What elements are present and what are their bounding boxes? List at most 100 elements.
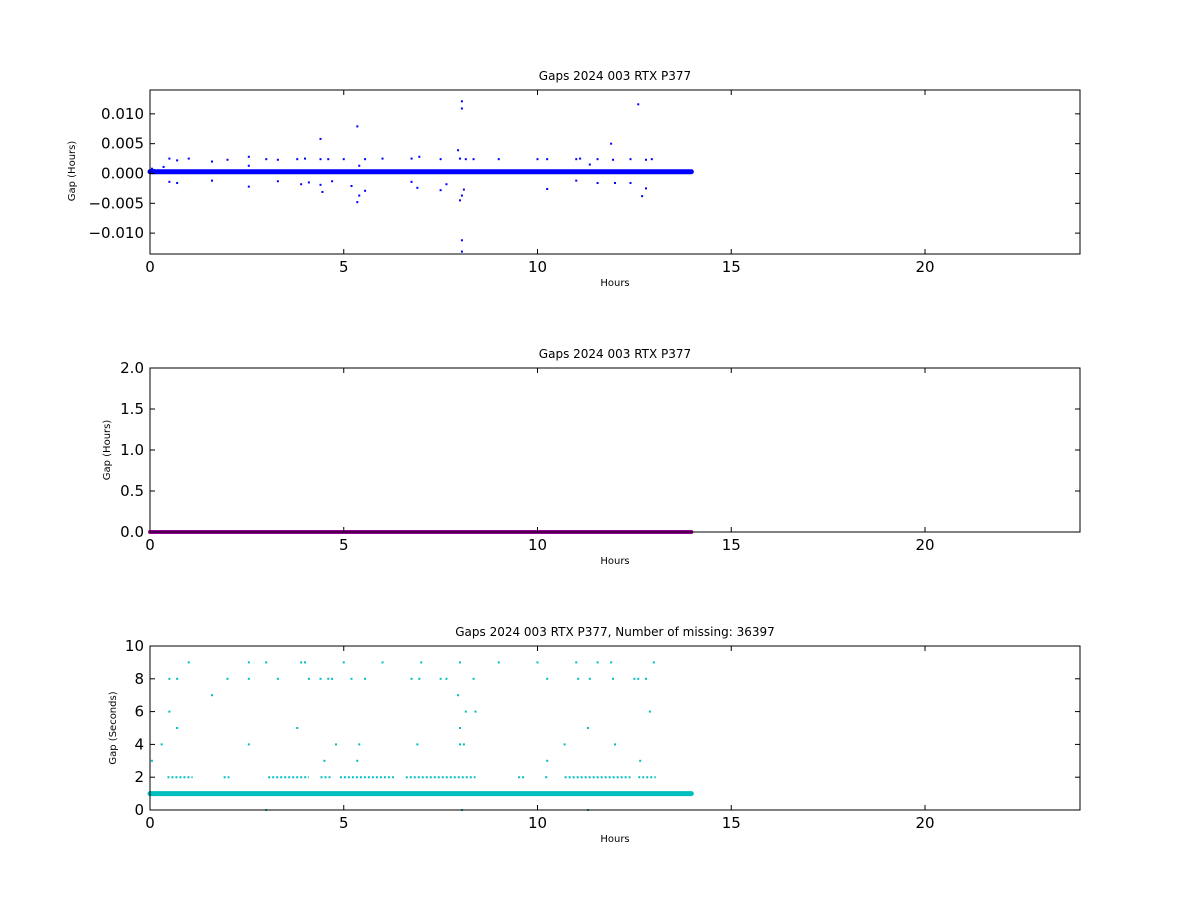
subplot-3-data-point — [304, 661, 306, 664]
subplot-3-xtick-label: 0 — [145, 814, 155, 832]
subplot-1-data-point — [176, 159, 179, 162]
subplot-3-data-point — [610, 661, 613, 664]
subplot-3-data-point — [546, 759, 549, 762]
subplot-3-data-point — [168, 710, 171, 713]
subplot-3-data-point — [211, 694, 213, 697]
subplot-1-data-point — [629, 182, 632, 185]
subplot-1-data-point — [276, 158, 279, 161]
subplot-3-data-point — [247, 743, 250, 746]
subplot-3-ylabel: Gap (Seconds) — [108, 691, 119, 764]
subplot-1-data-point — [650, 158, 653, 161]
subplot-1-data-point — [614, 182, 616, 185]
subplot-1-data-point — [410, 157, 413, 160]
subplot-3-plot-area: 0 5 10 15 20 0 2 4 6 8 10 — [125, 637, 1081, 832]
subplot-1-title: Gaps 2024 003 RTX P377 — [539, 69, 691, 83]
subplot-3-xlabel: Hours — [600, 834, 629, 845]
subplot-1-data-point — [319, 158, 322, 161]
subplot-1-data-point — [364, 158, 367, 161]
subplot-1-data-point — [460, 100, 463, 103]
subplot-1-data-point — [247, 155, 250, 158]
subplot-3-data-point — [648, 710, 651, 713]
subplot-1-data-point — [296, 158, 299, 161]
subplot-1-data-point — [304, 157, 306, 160]
subplot-3-data-point — [335, 743, 337, 746]
subplot-1-data-point — [356, 125, 359, 128]
subplot-1-data-point — [276, 180, 279, 183]
subplot-3-data-point — [416, 743, 419, 746]
subplot-1-xtick-label: 15 — [722, 258, 741, 276]
subplot-1-data-point — [575, 158, 578, 161]
subplot-3-data-point — [639, 759, 642, 762]
subplot-3-data-point — [331, 677, 334, 680]
subplot-2-xtick-label: 5 — [339, 536, 349, 554]
subplot-2-ytick-label: 0.5 — [120, 482, 144, 500]
subplot-3-data-point — [633, 677, 636, 680]
subplot-3-data-point — [168, 677, 171, 680]
subplot-1-data-point — [342, 158, 345, 161]
subplot-2-title: Gaps 2024 003 RTX P377 — [539, 347, 691, 361]
subplot-3-data-point — [358, 743, 361, 746]
subplot-1-data-point — [168, 180, 171, 183]
subplot-1-data-point — [462, 188, 465, 191]
subplot-3-data-point — [356, 759, 359, 762]
subplot-1-ylabel: Gap (Hours) — [67, 141, 78, 202]
subplot-1-ytick-label: −0.005 — [88, 194, 144, 212]
subplot-1-data-point — [364, 189, 367, 192]
subplot-1-data-point — [327, 158, 330, 161]
subplot-1-data-point — [460, 239, 463, 242]
subplot-1-data-point — [439, 158, 442, 161]
subplot-3-ytick-label: 0 — [134, 801, 144, 819]
subplot-3-data-point — [637, 677, 640, 680]
subplot-3-data-point — [150, 759, 153, 762]
subplot-1-data-point — [176, 182, 179, 185]
subplot-1-data-point — [331, 180, 334, 183]
subplot-1-data-point — [381, 157, 384, 160]
subplot-3-data-point — [319, 677, 322, 680]
subplot-3-data-point — [464, 710, 467, 713]
subplot-3: Gaps 2024 003 RTX P377, Number of missin… — [108, 625, 1081, 845]
subplot-3-data-point — [439, 677, 442, 680]
subplot-2-ytick-label: 1.0 — [120, 441, 144, 459]
subplot-3-data-point — [462, 743, 465, 746]
subplot-3-data-point — [459, 727, 461, 729]
subplot-1: Gaps 2024 003 RTX P377 Hours Gap (Hours)… — [67, 69, 1081, 289]
subplot-1-data-point — [546, 158, 549, 161]
subplot-1-data-point — [410, 180, 413, 183]
subplot-2-ytick-label: 0.0 — [120, 523, 144, 541]
subplot-3-data-point — [323, 759, 326, 762]
subplot-1-data-point — [162, 165, 165, 168]
subplot-3-data-point — [307, 677, 310, 680]
subplot-1-ytick-label: −0.010 — [88, 224, 144, 242]
subplot-3-data-point — [187, 661, 190, 664]
subplot-3-data-point — [459, 661, 461, 664]
subplot-3-data-point — [474, 710, 477, 713]
subplot-3-data-point — [614, 743, 616, 746]
subplot-3-data-point — [420, 661, 423, 664]
subplot-1-data-point — [300, 183, 303, 186]
subplot-1-ytick-label: 0.005 — [101, 135, 144, 153]
subplot-1-xlabel: Hours — [600, 278, 629, 289]
subplot-1-data-point — [637, 103, 640, 106]
subplot-3-data-point — [612, 677, 615, 680]
subplot-1-data-point — [610, 142, 613, 145]
subplot-1-xtick-label: 0 — [145, 258, 155, 276]
subplot-1-data-point — [358, 194, 361, 197]
subplot-3-xtick-label: 10 — [528, 814, 547, 832]
subplot-3-data-point — [418, 677, 421, 680]
subplot-2-xtick-label: 10 — [528, 536, 547, 554]
subplot-1-data-point — [247, 185, 250, 188]
subplot-1-data-point — [319, 137, 322, 140]
subplot-1-data-point — [356, 201, 359, 204]
subplot-2: Gaps 2024 003 RTX P377 Hours Gap (Hours)… — [102, 347, 1081, 567]
subplot-3-data-point — [296, 727, 299, 729]
subplot-1-data-point — [358, 164, 361, 167]
subplot-3-data-point — [247, 661, 250, 664]
subplot-1-data-point — [536, 158, 539, 161]
subplot-1-ytick-label: 0.010 — [101, 105, 144, 123]
subplot-3-data-point — [265, 661, 268, 664]
subplot-1-data-point — [457, 149, 460, 152]
subplot-3-xtick-label: 15 — [722, 814, 741, 832]
subplot-1-axes-frame — [149, 89, 1081, 255]
subplot-1-data-point — [472, 158, 475, 161]
subplot-3-data-point — [459, 743, 461, 746]
